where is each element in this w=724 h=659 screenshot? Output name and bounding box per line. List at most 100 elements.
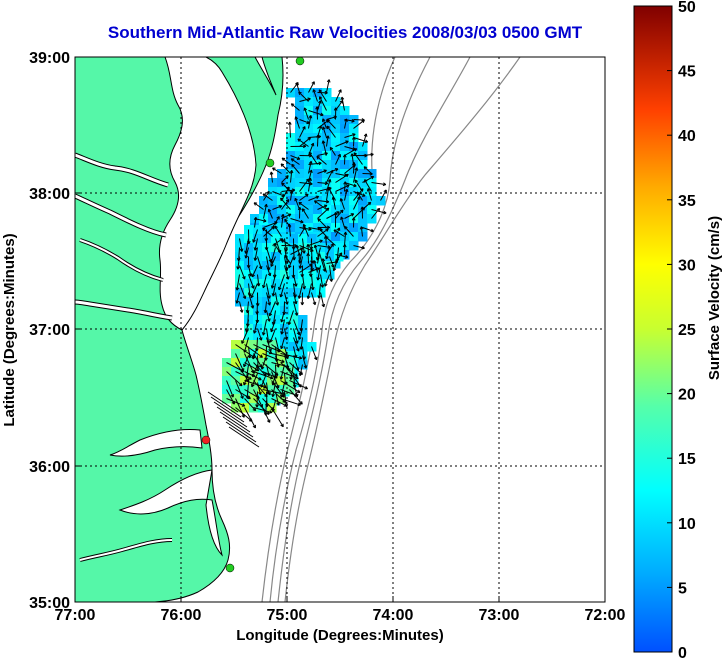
velocity-arrow xyxy=(207,391,239,413)
velocity-arrowhead xyxy=(269,295,271,299)
velocity-arrowhead xyxy=(351,136,355,140)
velocity-arrowhead xyxy=(340,96,343,101)
velocity-arrow xyxy=(266,256,270,271)
velocity-arrow xyxy=(289,389,303,405)
velocity-arrow xyxy=(298,328,303,340)
velocity-arrow xyxy=(314,200,327,210)
velocity-arrowhead xyxy=(311,81,315,84)
rappahannock-river xyxy=(75,194,167,237)
velocity-arrowhead xyxy=(333,107,337,111)
velocity-arrowhead xyxy=(354,167,358,171)
velocity-arrowhead xyxy=(301,371,303,375)
velocity-arrow xyxy=(313,260,318,273)
velocity-arrowhead xyxy=(299,265,303,269)
velocity-arrow xyxy=(299,178,310,192)
velocity-arrow xyxy=(308,239,323,246)
velocity-arrowhead xyxy=(286,301,289,305)
velocity-arrowhead xyxy=(313,244,316,249)
velocity-cell xyxy=(340,250,350,260)
velocity-cell xyxy=(367,187,377,197)
velocity-arrow xyxy=(280,337,285,349)
velocity-arrow xyxy=(235,344,255,358)
x-axis-label: Longitude (Degrees:Minutes) xyxy=(236,627,444,644)
velocity-arrow xyxy=(329,147,336,156)
velocity-arrow xyxy=(288,223,291,237)
velocity-arrow xyxy=(245,364,249,379)
velocity-cell xyxy=(331,223,341,233)
velocity-arrow xyxy=(344,189,348,201)
velocity-arrowhead xyxy=(269,339,273,343)
velocity-arrowhead xyxy=(294,116,297,120)
velocity-arrow xyxy=(228,426,260,448)
velocity-arrow xyxy=(253,407,273,414)
velocity-arrow xyxy=(213,401,245,423)
velocity-arrowhead xyxy=(356,196,360,199)
velocity-arrowhead xyxy=(269,410,273,413)
velocity-arrow xyxy=(280,362,298,377)
velocity-arrowhead xyxy=(281,319,284,323)
velocity-arrowhead xyxy=(285,354,289,358)
velocity-arrow xyxy=(239,265,246,280)
velocity-arrow xyxy=(302,355,307,369)
velocity-arrowhead xyxy=(297,367,300,371)
velocity-arrow xyxy=(326,135,329,147)
velocity-arrow xyxy=(311,256,313,271)
velocity-arrowhead xyxy=(287,276,290,280)
velocity-arrow xyxy=(281,214,284,228)
velocity-arrowhead xyxy=(324,268,327,272)
velocity-arrow xyxy=(311,346,318,360)
velocity-arrow xyxy=(318,283,321,299)
velocity-cell xyxy=(349,169,359,179)
velocity-arrow xyxy=(313,89,318,102)
velocity-arrow xyxy=(248,274,255,289)
bathymetry-contours xyxy=(261,57,521,602)
velocity-arrowhead xyxy=(316,134,319,138)
velocity-arrowhead xyxy=(344,118,347,122)
velocity-arrowhead xyxy=(340,216,342,220)
velocity-arrow xyxy=(291,163,300,174)
velocity-arrowhead xyxy=(248,240,251,245)
velocity-arrow xyxy=(284,238,287,252)
velocity-arrowhead xyxy=(353,183,357,187)
velocity-arrowhead xyxy=(281,331,284,335)
velocity-arrowhead xyxy=(300,219,304,223)
velocity-arrowhead xyxy=(280,294,284,298)
velocity-arrowhead xyxy=(287,223,290,227)
velocity-arrow xyxy=(360,226,363,237)
velocity-arrowhead xyxy=(290,103,293,107)
velocity-arrowhead xyxy=(252,356,256,360)
velocity-arrowhead xyxy=(301,302,305,306)
velocity-arrow xyxy=(344,133,356,138)
velocity-arrow xyxy=(362,227,374,232)
velocity-arrow xyxy=(263,204,267,219)
velocity-arrow xyxy=(344,232,347,246)
velocity-arrow xyxy=(317,169,327,174)
velocity-arrowhead xyxy=(307,97,311,100)
velocity-arrow xyxy=(263,226,275,237)
velocity-arrow xyxy=(289,121,291,138)
velocity-arrowhead xyxy=(371,228,374,232)
velocity-arrowhead xyxy=(268,267,271,271)
velocity-arrow xyxy=(262,274,267,288)
velocity-arrowhead xyxy=(360,188,364,191)
velocity-arrow xyxy=(253,398,270,415)
velocity-arrowhead xyxy=(262,193,265,197)
velocity-arrowhead xyxy=(286,267,289,271)
velocity-cell xyxy=(277,196,287,206)
velocity-arrow xyxy=(270,256,276,267)
velocity-arrow xyxy=(299,193,309,201)
velocity-arrow xyxy=(251,373,258,388)
velocity-arrowhead xyxy=(286,364,290,368)
y-tick-label: 39:00 xyxy=(29,50,70,67)
velocity-arrow xyxy=(318,89,327,102)
velocity-arrow xyxy=(290,247,303,255)
velocity-cell xyxy=(340,160,350,170)
velocity-arrow xyxy=(266,382,269,395)
velocity-arrow xyxy=(244,344,263,358)
velocity-arrowhead xyxy=(276,372,279,376)
velocity-arrow xyxy=(299,137,311,147)
velocity-arrow xyxy=(288,310,294,325)
velocity-arrow xyxy=(298,201,309,210)
velocity-arrow xyxy=(272,191,285,197)
velocity-arrow xyxy=(308,267,320,273)
